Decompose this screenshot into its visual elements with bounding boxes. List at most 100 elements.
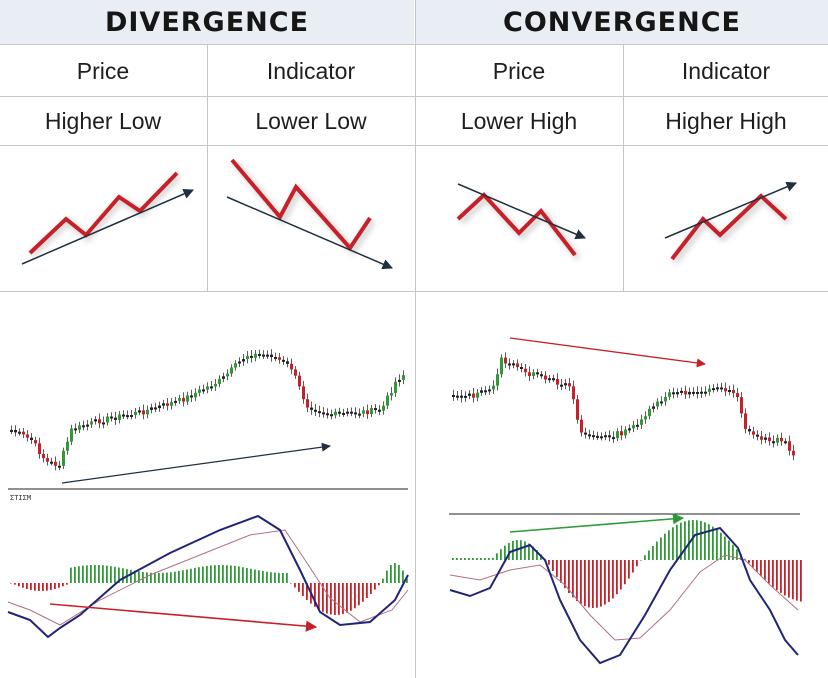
histogram-bar (194, 567, 196, 583)
histogram-bar (776, 560, 778, 591)
conv-indicator-illustration (664, 181, 797, 264)
candle (732, 390, 735, 394)
candle (62, 450, 65, 466)
histogram-bar (346, 583, 348, 613)
candle (720, 387, 723, 390)
candle (34, 440, 37, 444)
candle (242, 359, 245, 362)
histogram-bar (246, 567, 248, 583)
candle (46, 458, 49, 462)
candle (528, 372, 531, 377)
histogram-bar (22, 583, 24, 588)
candle (532, 372, 535, 377)
histogram-bar (496, 553, 498, 560)
candle (230, 367, 233, 374)
candle (90, 421, 93, 425)
histogram-bar (362, 583, 364, 602)
grid-line (0, 96, 828, 97)
candle (648, 408, 651, 417)
histogram-bar (150, 572, 152, 583)
histogram-bar (676, 524, 678, 560)
candle (154, 407, 157, 410)
candle (338, 411, 341, 414)
histogram-bar (696, 520, 698, 560)
candle (390, 392, 393, 396)
histogram-bar (158, 572, 160, 583)
histogram-bar (564, 560, 566, 589)
histogram-bar (760, 560, 762, 576)
macd-histogram-left (10, 563, 408, 615)
candle (652, 406, 655, 409)
candle (182, 398, 185, 402)
histogram-bar (504, 545, 506, 560)
histogram-bar (576, 560, 578, 602)
div-price-value: Higher Low (44, 107, 162, 134)
histogram-bar (218, 565, 220, 583)
histogram-bar (452, 558, 454, 560)
candle (788, 441, 791, 451)
histogram-bar (592, 560, 594, 608)
histogram-bar (50, 583, 52, 590)
price-candles-right (452, 352, 795, 461)
histogram-bar (114, 566, 116, 583)
div-price-label: Price (76, 57, 130, 84)
candle (728, 390, 731, 393)
histogram-bar (460, 558, 462, 560)
candle (484, 390, 487, 393)
histogram-bar (796, 560, 798, 601)
candle (612, 437, 615, 440)
histogram-bar (202, 566, 204, 583)
candle (740, 397, 743, 414)
candle (500, 357, 503, 375)
candle (286, 361, 289, 364)
candle (350, 411, 353, 414)
histogram-bar (90, 565, 92, 583)
candle (246, 355, 249, 360)
candle (708, 388, 711, 392)
histogram-bar (700, 521, 702, 560)
candle (568, 383, 571, 387)
candle (294, 369, 297, 376)
candle (780, 437, 783, 442)
candle (266, 354, 269, 357)
histogram-bar (374, 583, 376, 590)
candle (584, 432, 587, 435)
histogram-bar (230, 565, 232, 583)
candle (82, 425, 85, 428)
histogram-bar (42, 583, 44, 591)
candle (696, 392, 699, 395)
histogram-bar (468, 558, 470, 560)
histogram-bar (106, 565, 108, 583)
candle (524, 368, 527, 373)
candle (170, 402, 173, 406)
histogram-bar (358, 583, 360, 606)
candle (756, 434, 759, 437)
histogram-bar (616, 560, 618, 595)
candle (544, 375, 547, 380)
candle (560, 384, 563, 387)
grid-line (0, 291, 828, 292)
histogram-bar (484, 558, 486, 560)
histogram-bar (580, 560, 582, 604)
candle (608, 435, 611, 438)
histogram-bar (644, 555, 646, 560)
candle (218, 378, 221, 384)
histogram-bar (182, 570, 184, 583)
candle (724, 388, 727, 392)
grid-line (415, 0, 416, 678)
candle (290, 363, 293, 370)
candle (680, 390, 683, 393)
histogram-bar (254, 569, 256, 583)
divergence-header: DIVERGENCE (0, 0, 414, 44)
candle (616, 431, 619, 438)
histogram-bar (792, 560, 794, 600)
histogram-bar (728, 540, 730, 560)
histogram-bar (596, 560, 598, 608)
histogram-bar (266, 571, 268, 583)
candle (226, 373, 229, 377)
histogram-bar (274, 572, 276, 583)
candle (488, 389, 491, 392)
histogram-bar (712, 526, 714, 560)
candle (254, 353, 257, 358)
